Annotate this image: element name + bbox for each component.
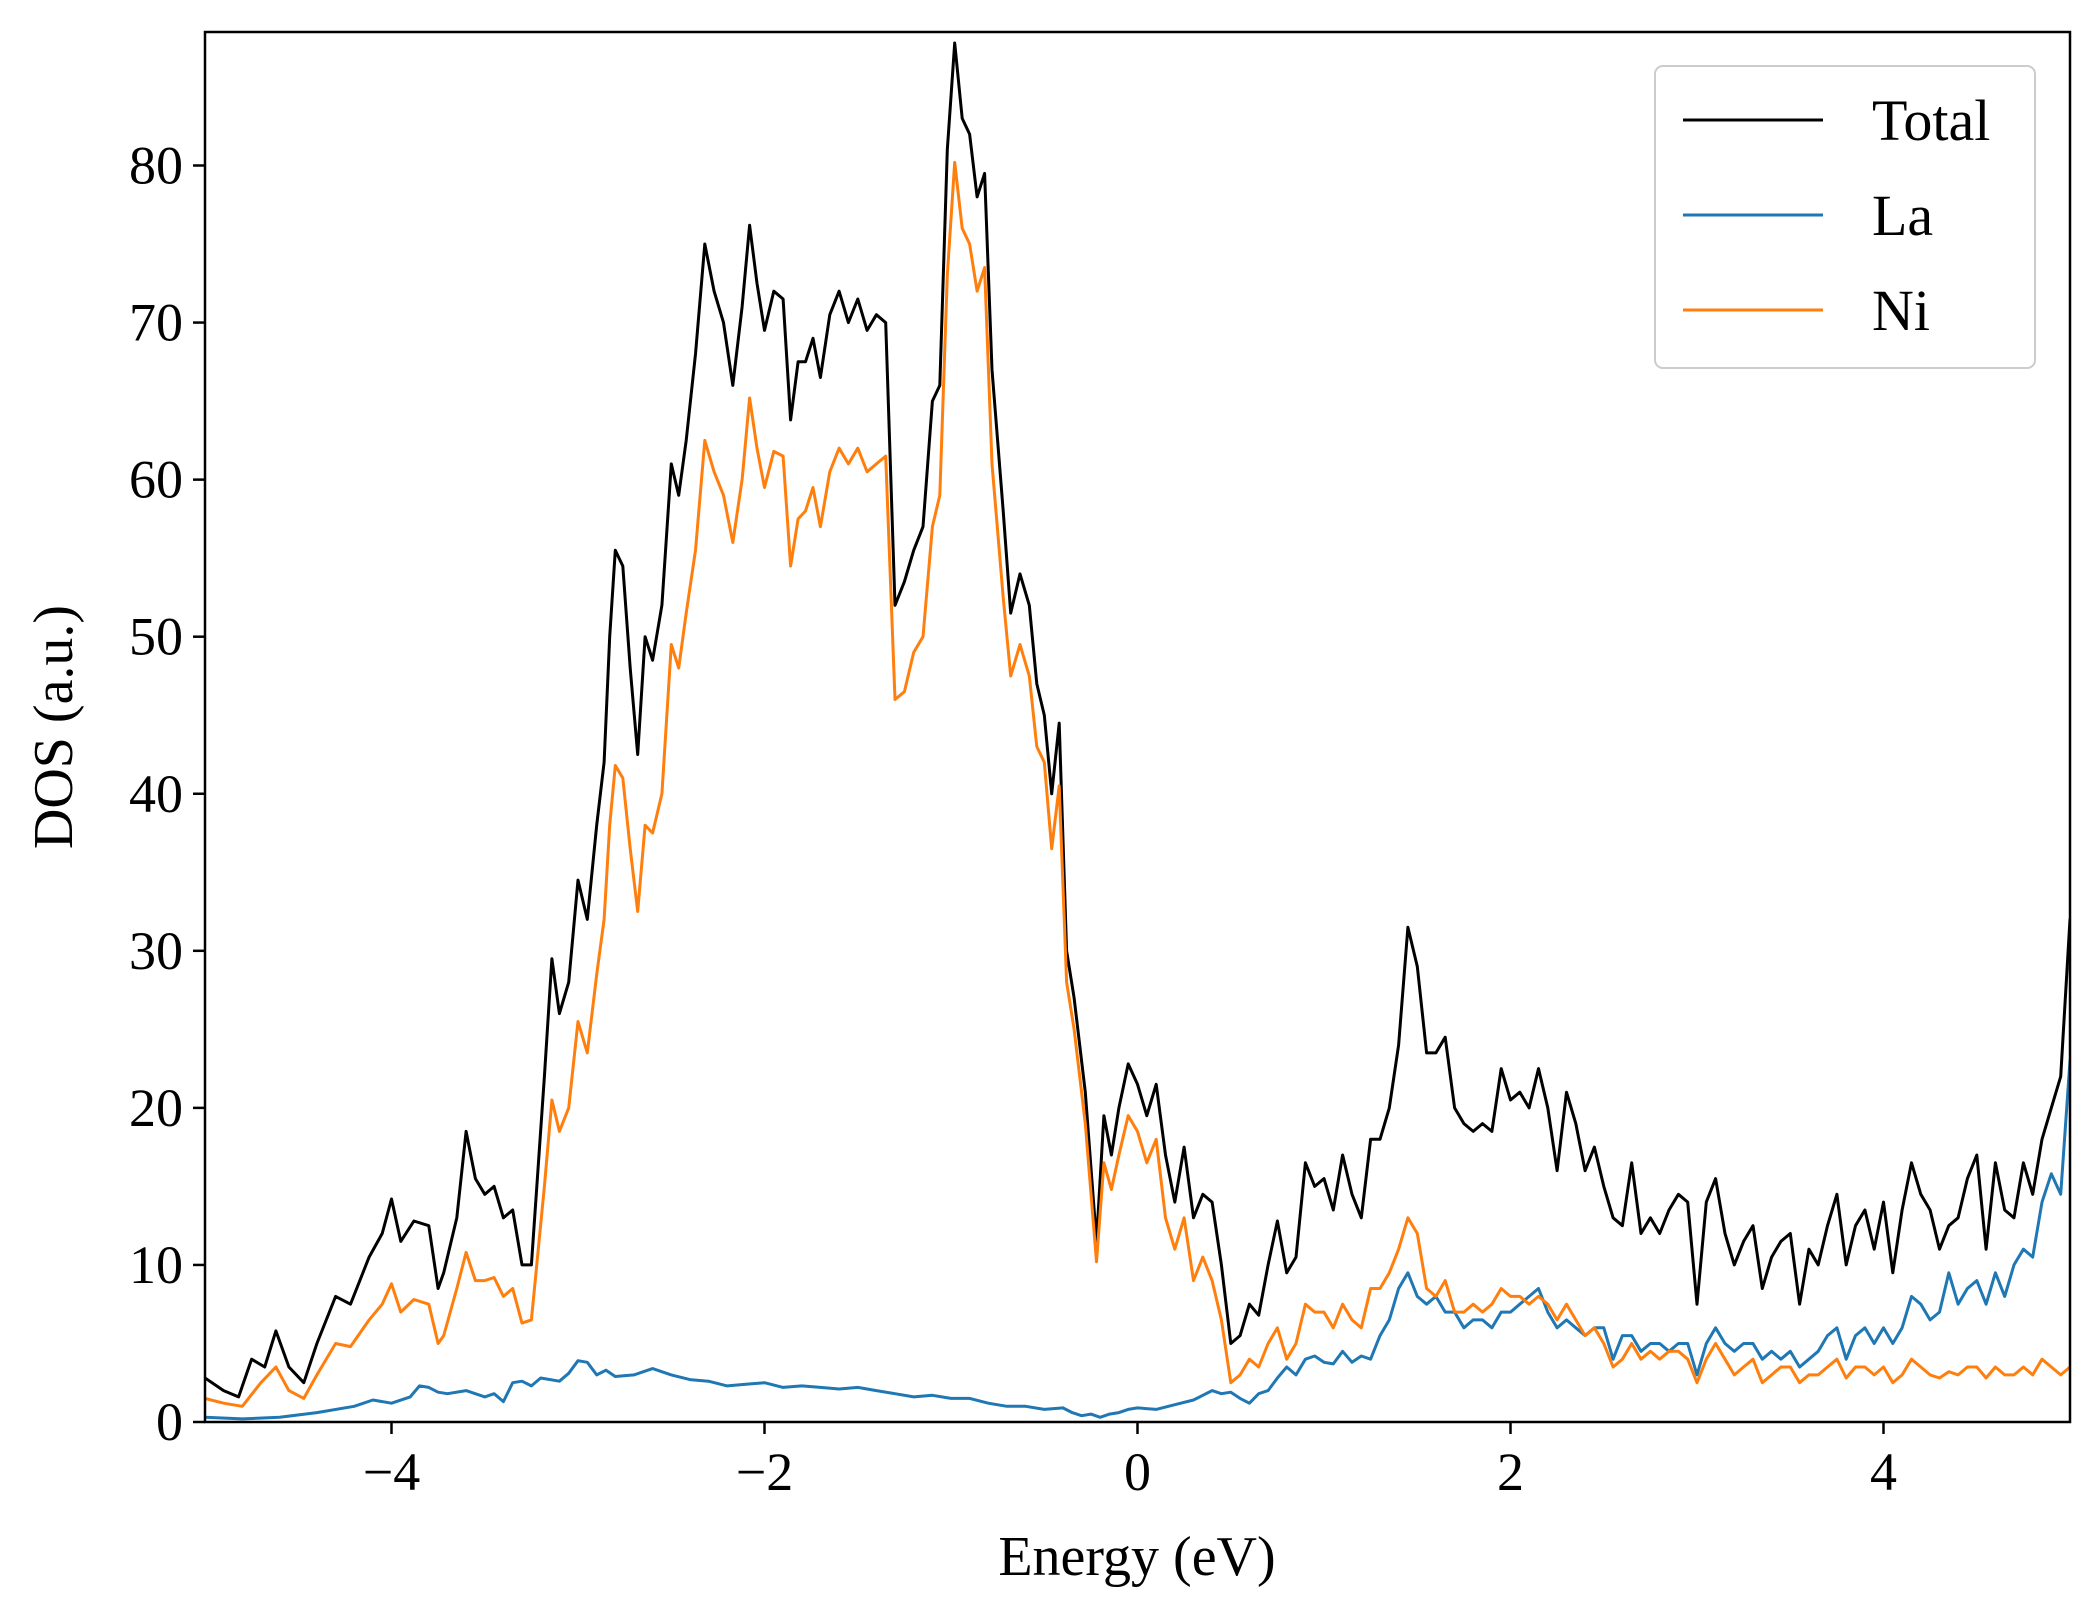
x-tick-label: −2 (736, 1442, 793, 1502)
legend-label-la: La (1872, 183, 1933, 248)
legend: Total La Ni (1654, 65, 2036, 369)
legend-label-ni: Ni (1872, 278, 1930, 343)
y-axis-label: DOS (a.u.) (23, 605, 85, 849)
x-tick-label: −4 (363, 1442, 420, 1502)
legend-label-total: Total (1872, 88, 1990, 153)
y-tick-label: 30 (129, 921, 183, 981)
y-tick-label: 70 (129, 293, 183, 353)
y-tick-label: 10 (129, 1235, 183, 1295)
x-axis-label: Energy (eV) (998, 1526, 1275, 1588)
series-line-total (205, 41, 2070, 1399)
y-tick-label: 80 (129, 136, 183, 196)
y-tick-label: 0 (156, 1392, 183, 1452)
x-tick-label: 4 (1870, 1442, 1897, 1502)
y-tick-label: 40 (129, 764, 183, 824)
x-tick-label: 2 (1497, 1442, 1524, 1502)
y-tick-label: 60 (129, 450, 183, 510)
legend-box (1654, 65, 2036, 369)
series-line-la (205, 1059, 2070, 1421)
y-tick-label: 20 (129, 1078, 183, 1138)
x-tick-label: 0 (1124, 1442, 1151, 1502)
y-tick-label: 50 (129, 607, 183, 667)
series-line-ni (205, 160, 2070, 1408)
